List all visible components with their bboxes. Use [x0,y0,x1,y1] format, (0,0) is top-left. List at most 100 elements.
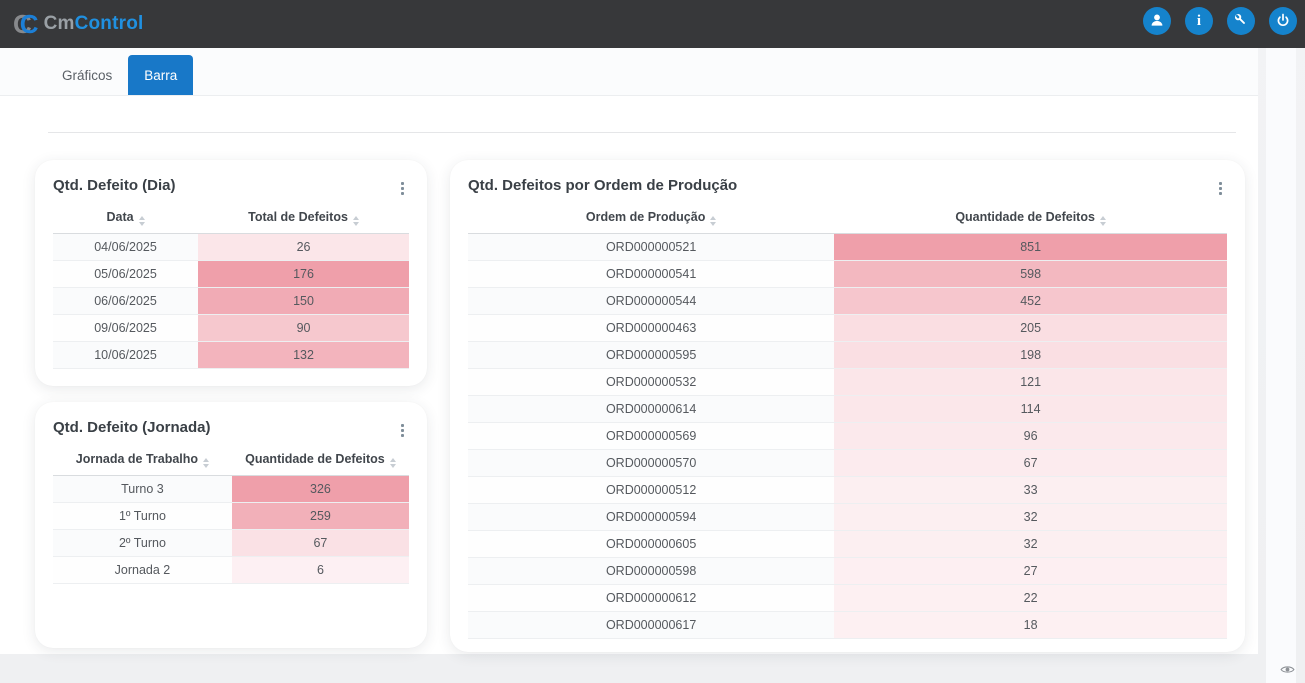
sort-icon[interactable] [138,216,145,226]
table-row: 05/06/2025 176 [53,260,409,288]
row-label-cell: ORD000000605 [468,530,835,558]
row-label-cell: ORD000000544 [468,287,835,315]
card-title: Qtd. Defeito (Dia) [53,177,176,194]
table-row: Turno 3 326 [53,475,409,503]
defects-by-order-table: Ordem de Produção Quantidade de Defeitos O… [468,205,1227,639]
sort-icon[interactable] [203,458,210,468]
horizontal-divider [48,132,1236,133]
tab-graficos[interactable]: Gráficos [62,67,113,83]
sort-icon[interactable] [389,458,396,468]
row-label-cell: ORD000000594 [468,503,835,531]
column-header[interactable]: Quantidade de Defeitos [232,447,409,476]
row-label-cell: ORD000000612 [468,584,835,612]
sort-icon[interactable] [1099,216,1106,226]
row-value-cell: 33 [834,476,1227,504]
card-qtd-defeito-jornada: Qtd. Defeito (Jornada) Jornada de Trabal… [35,402,427,648]
column-header[interactable]: Quantidade de Defeitos [834,205,1227,234]
row-label-cell: ORD000000595 [468,341,835,369]
row-label-cell: ORD000000532 [468,368,835,396]
row-value-cell: 851 [834,233,1227,261]
row-label-cell: 2º Turno [53,529,232,557]
kebab-menu-icon[interactable] [396,421,409,440]
card-title: Qtd. Defeito (Jornada) [53,419,211,436]
row-value-cell: 114 [834,395,1227,423]
tab-bar: Gráficos Barra [0,48,1258,96]
table-row: ORD000000617 18 [468,611,1227,639]
row-label-cell: 06/06/2025 [53,287,199,315]
column-header[interactable]: Jornada de Trabalho [53,447,232,476]
row-value-cell: 27 [834,557,1227,585]
table-row: ORD000000614 114 [468,395,1227,423]
kebab-menu-icon[interactable] [1214,179,1227,198]
sort-icon[interactable] [710,216,717,226]
row-value-cell: 96 [834,422,1227,450]
table-row: 04/06/2025 26 [53,233,409,261]
row-value-cell: 198 [834,341,1227,369]
row-value-cell: 67 [834,449,1227,477]
table-row: ORD000000594 32 [468,503,1227,531]
column-header[interactable]: Total de Defeitos [198,205,409,234]
table-row: 06/06/2025 150 [53,287,409,315]
table-row: ORD000000463 205 [468,314,1227,342]
table-row: ORD000000612 22 [468,584,1227,612]
wrench-icon [1233,12,1249,31]
table-row: ORD000000570 67 [468,449,1227,477]
defects-by-shift-table: Jornada de Trabalho Quantidade de Defeito… [53,447,409,584]
table-row: ORD000000532 121 [468,368,1227,396]
card-qtd-defeito-dia: Qtd. Defeito (Dia) Data Total de Defeitos… [35,160,427,386]
row-value-cell: 26 [198,233,409,261]
row-label-cell: ORD000000521 [468,233,835,261]
row-value-cell: 452 [834,287,1227,315]
table-row: ORD000000598 27 [468,557,1227,585]
row-label-cell: 04/06/2025 [53,233,199,261]
row-value-cell: 121 [834,368,1227,396]
user-button[interactable] [1143,7,1171,35]
tools-button[interactable] [1227,7,1255,35]
sort-icon[interactable] [352,216,359,226]
table-row: ORD000000512 33 [468,476,1227,504]
card-qtd-defeitos-ordem-producao: Qtd. Defeitos por Ordem de Produção Orde… [450,160,1245,652]
defects-by-day-table: Data Total de Defeitos 04/06/2025 26 05/06/2… [53,205,409,369]
info-icon: i [1196,12,1202,29]
eye-icon[interactable] [1280,662,1295,680]
scrollbar-track[interactable] [1266,48,1296,683]
row-value-cell: 326 [231,475,409,503]
row-label-cell: 05/06/2025 [53,260,199,288]
row-value-cell: 22 [834,584,1227,612]
row-label-cell: ORD000000569 [468,422,835,450]
row-value-cell: 176 [198,260,409,288]
row-value-cell: 32 [834,503,1227,531]
row-label-cell: ORD000000614 [468,395,835,423]
tab-barra[interactable]: Barra [128,55,194,95]
table-row: ORD000000521 851 [468,233,1227,261]
row-value-cell: 205 [834,314,1227,342]
table-row: ORD000000569 96 [468,422,1227,450]
row-value-cell: 67 [231,529,409,557]
table-row: 2º Turno 67 [53,529,409,557]
table-row: ORD000000541 598 [468,260,1227,288]
power-button[interactable] [1269,7,1297,35]
row-value-cell: 18 [834,611,1227,639]
table-row: ORD000000595 198 [468,341,1227,369]
table-row: 10/06/2025 132 [53,341,409,369]
power-icon [1275,12,1291,31]
row-label-cell: ORD000000463 [468,314,835,342]
table-row: ORD000000544 452 [468,287,1227,315]
user-icon [1149,12,1165,31]
row-value-cell: 598 [834,260,1227,288]
kebab-menu-icon[interactable] [396,179,409,198]
row-value-cell: 132 [198,341,409,369]
table-row: 1º Turno 259 [53,502,409,530]
table-row: 09/06/2025 90 [53,314,409,342]
column-header[interactable]: Ordem de Produção [468,205,834,234]
info-button[interactable]: i [1185,7,1213,35]
column-header[interactable]: Data [53,205,198,234]
row-label-cell: 09/06/2025 [53,314,199,342]
navbar-actions: i [1143,7,1297,35]
row-value-cell: 32 [834,530,1227,558]
row-label-cell: ORD000000570 [468,449,835,477]
